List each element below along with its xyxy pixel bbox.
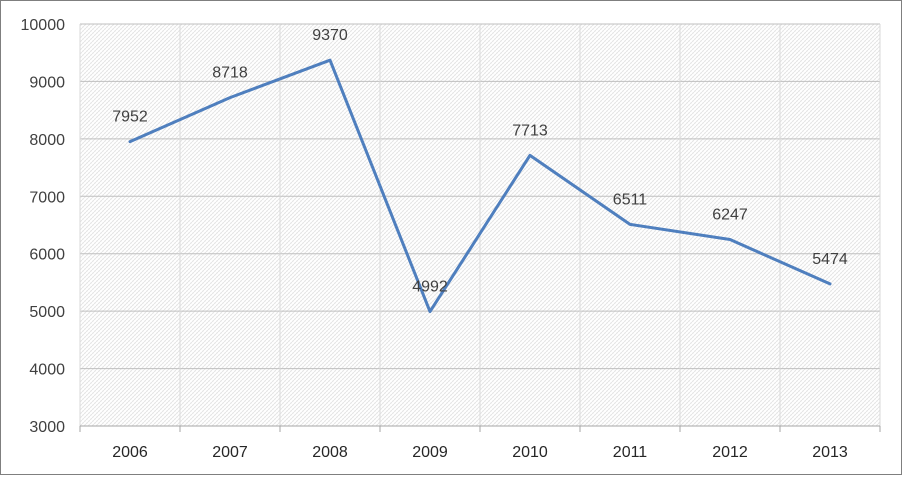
- data-label: 4992: [412, 279, 448, 296]
- data-label: 9370: [312, 27, 348, 44]
- y-tick-label: 6000: [29, 247, 65, 264]
- x-tick-label: 2006: [112, 444, 148, 461]
- data-label: 5474: [812, 251, 848, 268]
- y-tick-label: 4000: [29, 362, 65, 379]
- y-tick-label: 3000: [29, 419, 65, 436]
- x-tick-label: 2007: [212, 444, 248, 461]
- y-tick-label: 8000: [29, 132, 65, 149]
- data-label: 6511: [613, 191, 648, 208]
- x-tick-label: 2012: [712, 444, 748, 461]
- y-tick-label: 5000: [29, 304, 65, 321]
- x-tick-label: 2009: [412, 444, 448, 461]
- x-tick-label: 2011: [613, 444, 648, 461]
- y-tick-label: 9000: [29, 74, 65, 91]
- data-label: 7952: [112, 109, 148, 126]
- data-label: 7713: [512, 122, 548, 139]
- y-tick-label: 10000: [21, 17, 66, 34]
- x-tick-label: 2010: [512, 444, 548, 461]
- y-tick-label: 7000: [29, 189, 65, 206]
- data-label: 8718: [212, 65, 248, 82]
- data-label: 6247: [712, 207, 748, 224]
- x-tick-label: 2008: [312, 444, 348, 461]
- x-tick-label: 2013: [812, 444, 848, 461]
